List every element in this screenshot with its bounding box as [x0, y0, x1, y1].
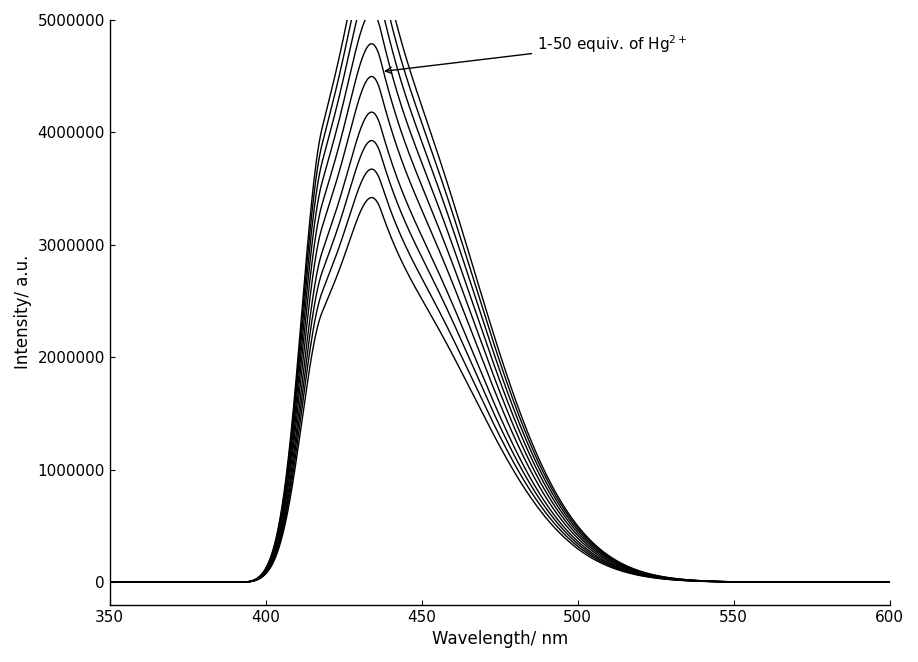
Text: 1-50 equiv. of Hg$^{2+}$: 1-50 equiv. of Hg$^{2+}$	[386, 33, 688, 73]
X-axis label: Wavelength/ nm: Wavelength/ nm	[431, 630, 568, 648]
Y-axis label: Intensity/ a.u.: Intensity/ a.u.	[14, 255, 32, 369]
